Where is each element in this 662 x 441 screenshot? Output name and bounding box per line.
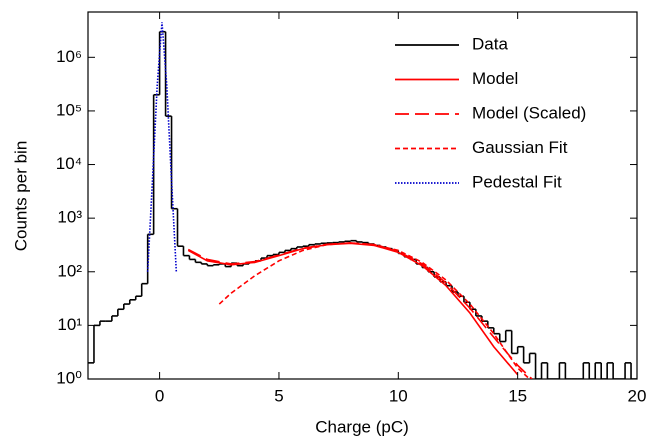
legend-label: Gaussian Fit [472, 138, 568, 157]
x-tick-label: 20 [628, 386, 647, 405]
y-tick-label: 10¹ [57, 315, 82, 334]
y-tick-label: 10⁵ [56, 100, 82, 119]
plot-frame [87, 11, 638, 380]
legend-label: Pedestal Fit [472, 172, 562, 191]
y-tick-label: 10⁴ [56, 154, 82, 173]
fit-curve [218, 242, 531, 379]
legend-label: Model (Scaled) [472, 103, 586, 122]
y-tick-label: 10² [57, 261, 82, 280]
legend-label: Model [472, 69, 518, 88]
x-tick-label: 0 [155, 386, 164, 405]
y-tick-label: 10³ [57, 208, 82, 227]
fit-curve [146, 22, 178, 272]
y-tick-label: 10⁰ [56, 368, 82, 387]
legend-label: Data [472, 34, 508, 53]
x-tick-label: 15 [508, 386, 527, 405]
x-tick-label: 10 [389, 386, 408, 405]
y-axis-label: Counts per bin [11, 141, 30, 252]
x-axis-label: Charge (pC) [315, 417, 409, 436]
y-tick-label: 10⁶ [56, 47, 82, 66]
x-tick-label: 5 [274, 386, 283, 405]
plot-area [88, 22, 637, 379]
fit-curve [187, 242, 533, 379]
